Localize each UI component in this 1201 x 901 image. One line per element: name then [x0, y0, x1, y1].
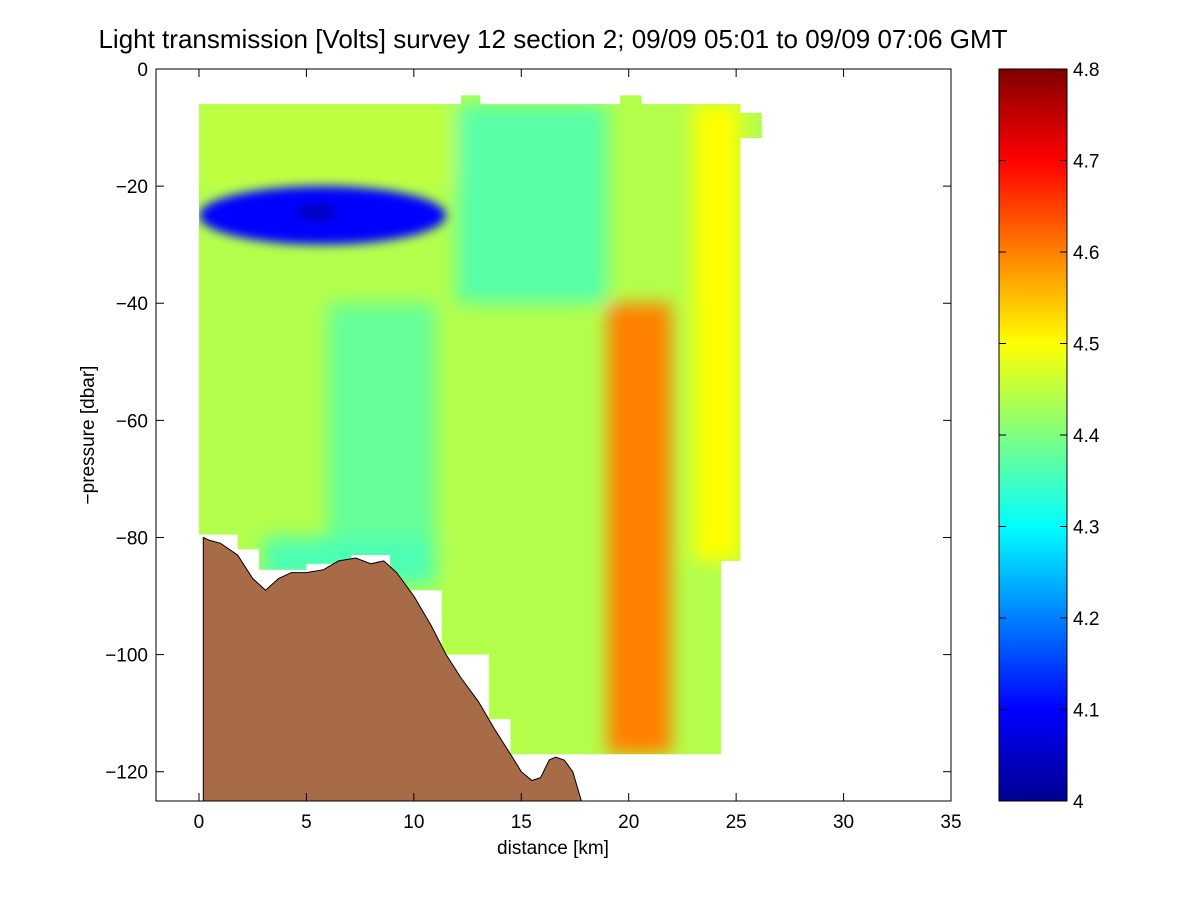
x-tick-label: 20 [618, 812, 639, 833]
x-tick-label: 35 [940, 812, 961, 833]
y-tick-label: −120 [105, 763, 148, 784]
x-tick-label: 0 [194, 812, 205, 833]
colorbar-tick-label: 4.5 [1073, 335, 1099, 356]
colorbar-axis: 4 4.1 4.2 4.3 4.4 4.5 4.6 4.7 4.8 [999, 60, 1100, 813]
x-tick-label: 5 [301, 812, 312, 833]
x-tick-label: 15 [511, 812, 532, 833]
plot-frame [155, 68, 952, 802]
colorbar [998, 68, 1068, 802]
bathymetry-fill [202, 536, 583, 802]
x-tick-label: 25 [726, 812, 747, 833]
field-region [456, 104, 608, 304]
y-tick-label: −60 [116, 411, 148, 432]
x-axis-label: distance [km] [497, 838, 609, 859]
y-axis-label: −pressure [dbar] [78, 366, 99, 505]
colorbar-tick-label: 4.1 [1073, 701, 1099, 722]
field-region [607, 303, 672, 755]
y-tick-label: −100 [105, 646, 148, 667]
colorbar-tick-label: 4.4 [1073, 426, 1100, 447]
x-tick-label: 30 [833, 812, 854, 833]
colorbar-tick-label: 4.3 [1073, 518, 1099, 539]
x-axis: 0 5 10 15 20 25 30 35 [194, 69, 962, 833]
field-region [295, 203, 339, 222]
colorbar-tick-label: 4.6 [1073, 243, 1099, 264]
chart-title: Light transmission [Volts] survey 12 sec… [98, 24, 1007, 54]
y-tick-label: −80 [116, 528, 148, 549]
y-axis: 0 −20 −40 −60 −80 −100 −120 [105, 60, 951, 784]
field-region [693, 104, 741, 561]
colorbar-tick-label: 4.8 [1073, 60, 1099, 81]
heatmap-field [199, 95, 762, 755]
colorbar-tick-label: 4.7 [1073, 152, 1099, 173]
colorbar-tick-label: 4 [1073, 792, 1084, 813]
field-region [327, 303, 436, 538]
colorbar-tick-label: 4.2 [1073, 609, 1099, 630]
y-tick-label: −40 [116, 294, 148, 315]
y-tick-label: 0 [137, 60, 148, 81]
x-tick-label: 10 [403, 812, 424, 833]
y-tick-label: −20 [116, 177, 148, 198]
field-region [199, 104, 457, 187]
